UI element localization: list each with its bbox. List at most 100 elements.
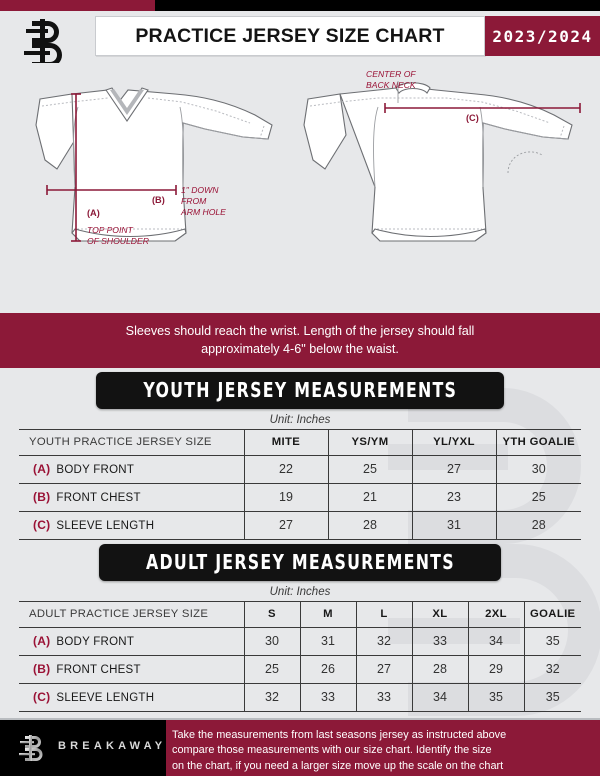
adult-r1c2: 27 [355, 655, 412, 684]
adult-col-1: M [299, 601, 356, 628]
footer-line3: on the chart, if you need a larger size … [172, 759, 504, 772]
adult-row-2-label: (C) SLEEVE LENGTH [19, 683, 244, 712]
adult-row-0-name: BODY FRONT [56, 636, 135, 648]
front-measure-b-note-line2: FROM [181, 196, 207, 206]
breakaway-b-monogram-icon [18, 733, 50, 763]
adult-r1c3: 28 [411, 655, 468, 684]
adult-col-2: L [355, 601, 412, 628]
jersey-back-illustration: (C) CENTER OF BACK NECK [303, 69, 581, 242]
adult-r1c1: 26 [299, 655, 356, 684]
table-row: (C) SLEEVE LENGTH 32 33 33 34 35 35 [19, 683, 581, 712]
adult-size-table: ADULT PRACTICE JERSEY SIZE S M L XL 2XL … [19, 601, 581, 712]
footer-line1: Take the measurements from last seasons … [172, 729, 507, 741]
adult-r0c4: 34 [467, 627, 524, 656]
adult-row-1-code: (B) [33, 662, 51, 676]
footer-brand-name: BREAKAWAY [58, 740, 167, 752]
adult-col-4: 2XL [467, 601, 524, 628]
adult-r0c5: 35 [523, 627, 581, 656]
adult-row-0-label: (A) BODY FRONT [19, 627, 244, 656]
youth-r1c2: 23 [411, 483, 496, 512]
front-measure-b-note-line1: 1" DOWN [181, 185, 219, 195]
footer-divider [0, 718, 600, 720]
adult-r2c1: 33 [299, 683, 356, 712]
front-measure-a-label: (A) [87, 208, 100, 218]
adult-col-0: S [243, 601, 300, 628]
youth-r1c0: 19 [243, 483, 328, 512]
front-measure-b-label: (B) [152, 195, 165, 205]
youth-col-3: YTH GOALIE [495, 429, 581, 456]
header: PRACTICE JERSEY SIZE CHART 2023/2024 [0, 11, 600, 69]
footer: BREAKAWAY Take the measurements from las… [0, 718, 600, 776]
youth-r1c1: 21 [327, 483, 412, 512]
table-row: (A) BODY FRONT 30 31 32 33 34 35 [19, 627, 581, 656]
table-row: (B) FRONT CHEST 25 26 27 28 29 32 [19, 655, 581, 684]
adult-row-2-code: (C) [33, 690, 51, 704]
adult-r0c2: 32 [355, 627, 412, 656]
youth-row-1-name: FRONT CHEST [56, 492, 141, 504]
youth-row-1-code: (B) [33, 490, 51, 504]
adult-section-heading: ADULT JERSEY MEASUREMENTS [0, 544, 600, 581]
youth-heading-text: YOUTH JERSEY MEASUREMENTS [143, 378, 457, 402]
back-measure-c-label: (C) [466, 113, 479, 123]
back-neck-note-line1: CENTER OF [366, 69, 416, 79]
youth-row-0-code: (A) [33, 462, 51, 476]
table-row: (A) BODY FRONT 22 25 27 30 [19, 455, 581, 484]
adult-row-0-code: (A) [33, 634, 51, 648]
front-measure-b-note-line3: ARM HOLE [180, 207, 226, 217]
youth-size-table: YOUTH PRACTICE JERSEY SIZE MITE YS/YM YL… [19, 429, 581, 540]
adult-r2c5: 35 [523, 683, 581, 712]
season-badge-text: 2023/2024 [492, 26, 593, 46]
youth-r2c3: 28 [495, 511, 581, 540]
youth-col-1: YS/YM [327, 429, 412, 456]
youth-row-0-name: BODY FRONT [56, 464, 135, 476]
adult-col-3: XL [411, 601, 468, 628]
front-measure-a-note-line1: TOP POINT [87, 225, 134, 235]
table-row: (C) SLEEVE LENGTH 27 28 31 28 [19, 511, 581, 540]
youth-col-0: MITE [243, 429, 328, 456]
season-badge: 2023/2024 [485, 16, 600, 56]
youth-label-header: YOUTH PRACTICE JERSEY SIZE [19, 429, 244, 456]
breakaway-b-monogram-icon [22, 15, 70, 71]
youth-section: YOUTH JERSEY MEASUREMENTS Unit: Inches Y… [0, 368, 600, 540]
back-neck-note-line2: BACK NECK [366, 80, 417, 90]
adult-r1c5: 32 [523, 655, 581, 684]
youth-unit-label: Unit: Inches [269, 414, 331, 426]
adult-section: ADULT JERSEY MEASUREMENTS Unit: Inches A… [0, 540, 600, 715]
jersey-diagram: .ol { fill:#fff; stroke:#6d6f73; stroke-… [0, 63, 600, 313]
footer-instructions: Take the measurements from last seasons … [172, 728, 596, 774]
note-banner: Sleeves should reach the wrist. Length o… [0, 313, 600, 368]
youth-row-2-code: (C) [33, 518, 51, 532]
youth-table-header-row: YOUTH PRACTICE JERSEY SIZE MITE YS/YM YL… [19, 429, 581, 456]
adult-col-5: GOALIE [523, 601, 581, 628]
adult-r0c1: 31 [299, 627, 356, 656]
youth-section-heading: YOUTH JERSEY MEASUREMENTS [0, 372, 600, 409]
adult-label-header: ADULT PRACTICE JERSEY SIZE [19, 601, 244, 628]
adult-r2c3: 34 [411, 683, 468, 712]
note-banner-line1: Sleeves should reach the wrist. Length o… [125, 323, 475, 338]
note-banner-line2: approximately 4-6" below the waist. [201, 341, 399, 356]
footer-line2: compare those measurements with our size… [172, 744, 492, 757]
jersey-front-illustration: (A) TOP POINT OF SHOULDER (B) 1" DOWN FR… [35, 87, 273, 246]
adult-r1c4: 29 [467, 655, 524, 684]
adult-r2c4: 35 [467, 683, 524, 712]
adult-r1c0: 25 [243, 655, 300, 684]
youth-row-2-label: (C) SLEEVE LENGTH [19, 511, 244, 540]
youth-r1c3: 25 [495, 483, 581, 512]
adult-unit-label: Unit: Inches [269, 586, 331, 598]
top-accent-bar-maroon [0, 0, 155, 11]
adult-r2c0: 32 [243, 683, 300, 712]
adult-r2c2: 33 [355, 683, 412, 712]
adult-heading-text: ADULT JERSEY MEASUREMENTS [145, 550, 455, 574]
adult-row-1-label: (B) FRONT CHEST [19, 655, 244, 684]
youth-col-2: YL/YXL [411, 429, 496, 456]
front-measure-a-note-line2: OF SHOULDER [87, 236, 149, 246]
adult-row-1-name: FRONT CHEST [56, 664, 141, 676]
youth-r2c0: 27 [243, 511, 328, 540]
youth-r0c1: 25 [327, 455, 412, 484]
youth-row-2-name: SLEEVE LENGTH [56, 520, 155, 532]
adult-row-2-name: SLEEVE LENGTH [56, 692, 155, 704]
youth-row-1-label: (B) FRONT CHEST [19, 483, 244, 512]
adult-r0c3: 33 [411, 627, 468, 656]
youth-row-0-label: (A) BODY FRONT [19, 455, 244, 484]
page-title: PRACTICE JERSEY SIZE CHART [95, 16, 485, 56]
